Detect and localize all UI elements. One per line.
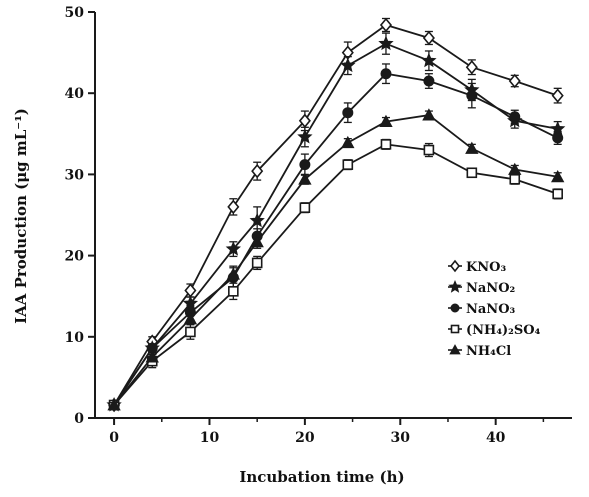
data-point-circle: [466, 90, 478, 102]
series-line: [113, 143, 558, 406]
y-tick-label: 30: [65, 167, 85, 183]
data-point-circle: [380, 68, 392, 80]
legend-item-1: KNO₃: [448, 259, 507, 275]
data-point-diamond: [379, 17, 393, 33]
y-tick-label: 0: [74, 411, 84, 427]
data-point-star: [297, 129, 313, 144]
data-point-circle: [450, 303, 460, 313]
data-point-square: [299, 202, 311, 213]
series-line: [113, 24, 558, 406]
data-point-triangle: [551, 170, 565, 183]
data-point-star: [421, 52, 437, 68]
data-point-star: [378, 35, 394, 51]
data-point-circle: [299, 159, 311, 171]
legend-label: NaNO₃: [466, 302, 516, 317]
data-point-star: [225, 241, 241, 256]
legend: KNO₃ NaNO₂ NaNO₃ (NH₄)₂SO₄ NH₄Cl: [448, 259, 541, 359]
data-point-square: [509, 173, 521, 185]
data-point-square: [450, 324, 460, 334]
data-point-square: [251, 257, 263, 269]
data-point-triangle: [107, 398, 121, 411]
data-point-star: [340, 57, 356, 73]
data-point-triangle: [465, 141, 479, 154]
legend-label: NaNO₂: [466, 281, 515, 296]
data-point-triangle: [250, 234, 264, 248]
data-point-square: [380, 139, 392, 150]
legend-item-2: NaNO₂: [448, 279, 515, 296]
data-point-diamond: [508, 73, 521, 89]
x-tick-label: 20: [295, 430, 315, 446]
data-point-diamond: [227, 199, 240, 215]
data-point-triangle: [449, 344, 461, 355]
data-point-square: [185, 326, 196, 338]
legend-label: KNO₃: [466, 260, 507, 275]
data-point-square: [342, 159, 354, 170]
data-point-square: [228, 286, 239, 297]
x-tick-label: 10: [200, 430, 220, 446]
data-point-diamond: [422, 30, 435, 46]
data-point-square: [466, 167, 478, 179]
y-tick-label: 40: [65, 86, 85, 102]
data-point-diamond: [551, 88, 564, 103]
data-point-circle: [342, 107, 354, 119]
data-point-square: [423, 144, 435, 156]
legend-item-3: NaNO₃: [448, 302, 516, 317]
y-tick-label: 20: [65, 249, 85, 265]
data-point-circle: [552, 132, 564, 144]
data-point-triangle: [183, 312, 198, 325]
axes: 0 10 20 30 40 50 0 10 20 30 40: [65, 5, 572, 446]
data-point-star: [448, 279, 462, 293]
legend-item-5: NH₄Cl: [448, 344, 511, 359]
x-tick-label: 40: [486, 430, 506, 446]
y-tick-label: 10: [65, 330, 85, 346]
data-point-triangle: [226, 267, 241, 280]
series-line: [113, 42, 558, 406]
data-point-circle: [423, 75, 435, 87]
data-point-diamond: [449, 259, 461, 273]
data-point-diamond: [251, 163, 264, 179]
y-tick-label: 50: [65, 5, 85, 21]
x-axis-title: Incubation time (h): [239, 468, 404, 486]
x-tick-label: 30: [391, 430, 411, 446]
x-tick-label: 0: [109, 430, 119, 446]
series-3: [108, 63, 564, 411]
legend-label: (NH₄)₂SO₄: [466, 323, 541, 338]
legend-label: NH₄Cl: [466, 344, 511, 359]
y-axis-title: IAA Production (μg mL⁻¹): [12, 108, 30, 324]
data-point-triangle: [145, 350, 159, 363]
series-line: [113, 114, 558, 406]
legend-item-4: (NH₄)₂SO₄: [448, 323, 541, 338]
data-point-triangle: [422, 108, 436, 121]
data-point-square: [552, 188, 563, 200]
data-point-triangle: [341, 135, 355, 149]
data-point-diamond: [465, 59, 478, 75]
series-layer: [106, 17, 566, 413]
series-line: [113, 72, 559, 406]
data-point-triangle: [298, 172, 312, 185]
data-point-triangle: [508, 162, 522, 175]
series-5: [107, 108, 565, 411]
data-point-star: [249, 212, 265, 228]
data-point-triangle: [379, 114, 393, 128]
data-point-circle: [509, 111, 521, 123]
